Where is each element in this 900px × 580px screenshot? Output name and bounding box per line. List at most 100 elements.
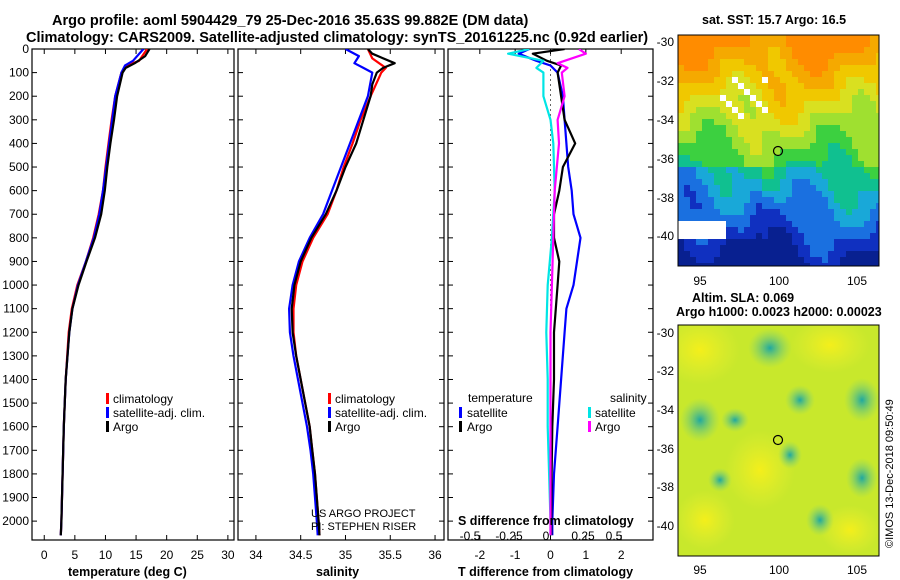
- sst-cell: [798, 71, 804, 77]
- sst-cell: [726, 53, 732, 59]
- sst-cell: [870, 113, 876, 119]
- sst-cell: [720, 185, 726, 191]
- x-tick-label: 36: [428, 548, 442, 562]
- sst-cell: [804, 101, 810, 107]
- sst-cell: [768, 107, 774, 113]
- sst-cell: [678, 257, 684, 263]
- sst-cell: [840, 137, 846, 143]
- sst-cell: [696, 221, 702, 227]
- sst-cell: [774, 233, 780, 239]
- sst-cell: [732, 167, 738, 173]
- sst-cell: [870, 161, 876, 167]
- sst-cell: [810, 35, 816, 41]
- sst-cell: [834, 95, 840, 101]
- sst-cell: [732, 173, 738, 179]
- lon-tick: 100: [769, 563, 789, 577]
- sst-cell: [750, 131, 756, 137]
- sst-cell: [834, 47, 840, 53]
- sst-cell: [780, 173, 786, 179]
- sst-cell: [696, 137, 702, 143]
- sst-cell: [744, 203, 750, 209]
- sst-cell: [732, 59, 738, 65]
- sst-cell: [876, 113, 879, 119]
- sst-cell: [756, 209, 762, 215]
- sst-cell: [786, 209, 792, 215]
- sst-cell: [840, 179, 846, 185]
- sst-cell: [858, 215, 864, 221]
- sst-cell: [840, 257, 846, 263]
- sst-cell: [822, 155, 828, 161]
- sst-cell: [780, 77, 786, 83]
- sst-cell: [690, 221, 696, 227]
- sst-cell: [738, 59, 744, 65]
- sst-cell: [810, 41, 816, 47]
- sst-cell: [828, 95, 834, 101]
- sst-cell: [684, 233, 690, 239]
- sst-cell: [678, 77, 684, 83]
- sst-cell: [762, 41, 768, 47]
- sst-cell: [792, 107, 798, 113]
- sst-cell: [786, 251, 792, 257]
- sst-cell: [792, 263, 798, 266]
- sst-cell: [744, 95, 750, 101]
- sst-cell: [762, 143, 768, 149]
- sst-cell: [726, 113, 732, 119]
- sst-cell: [876, 203, 879, 209]
- sst-cell: [750, 209, 756, 215]
- sst-cell: [858, 35, 864, 41]
- sst-cell: [846, 59, 852, 65]
- sst-cell: [780, 137, 786, 143]
- sst-cell: [792, 173, 798, 179]
- legend-satellite: satellite-adj. clim.: [335, 406, 427, 420]
- sst-cell: [876, 125, 879, 131]
- sst-cell: [822, 77, 828, 83]
- sst-cell: [720, 197, 726, 203]
- lat-tick: -40: [657, 519, 675, 533]
- sst-cell: [762, 173, 768, 179]
- sst-cell: [732, 143, 738, 149]
- lon-tick: 100: [769, 274, 789, 288]
- sst-cell: [720, 95, 726, 101]
- sst-cell: [870, 41, 876, 47]
- sst-cell: [876, 35, 879, 41]
- sst-cell: [804, 143, 810, 149]
- sst-cell: [786, 185, 792, 191]
- sst-cell: [792, 71, 798, 77]
- sst-cell: [690, 239, 696, 245]
- sst-cell: [864, 143, 870, 149]
- sst-cell: [678, 221, 684, 227]
- sst-cell: [804, 65, 810, 71]
- x-tick-label: 35.5: [379, 548, 403, 562]
- sst-cell: [696, 53, 702, 59]
- sst-cell: [714, 89, 720, 95]
- imos-footer: ©IMOS 13-Dec-2018 09:50:49: [884, 399, 896, 548]
- sst-cell: [870, 53, 876, 59]
- sst-cell: [750, 197, 756, 203]
- sst-cell: [834, 185, 840, 191]
- sst-cell: [846, 239, 852, 245]
- sst-cell: [780, 47, 786, 53]
- sst-cell: [870, 239, 876, 245]
- sst-cell: [798, 35, 804, 41]
- sst-cell: [876, 155, 879, 161]
- sst-cell: [834, 77, 840, 83]
- sst-cell: [858, 197, 864, 203]
- sst-cell: [816, 59, 822, 65]
- sst-cell: [756, 251, 762, 257]
- legend-argo: Argo: [335, 420, 361, 434]
- sst-cell: [792, 53, 798, 59]
- sst-cell: [744, 209, 750, 215]
- sst-cell: [738, 101, 744, 107]
- sst-cell: [732, 41, 738, 47]
- sst-cell: [852, 77, 858, 83]
- sst-cell: [720, 161, 726, 167]
- depth-tick-label: 1600: [2, 420, 29, 434]
- sst-cell: [756, 143, 762, 149]
- sst-cell: [870, 95, 876, 101]
- sst-cell: [792, 143, 798, 149]
- sst-cell: [786, 113, 792, 119]
- sst-cell: [828, 257, 834, 263]
- sst-cell: [714, 233, 720, 239]
- sst-cell: [774, 221, 780, 227]
- sst-cell: [702, 89, 708, 95]
